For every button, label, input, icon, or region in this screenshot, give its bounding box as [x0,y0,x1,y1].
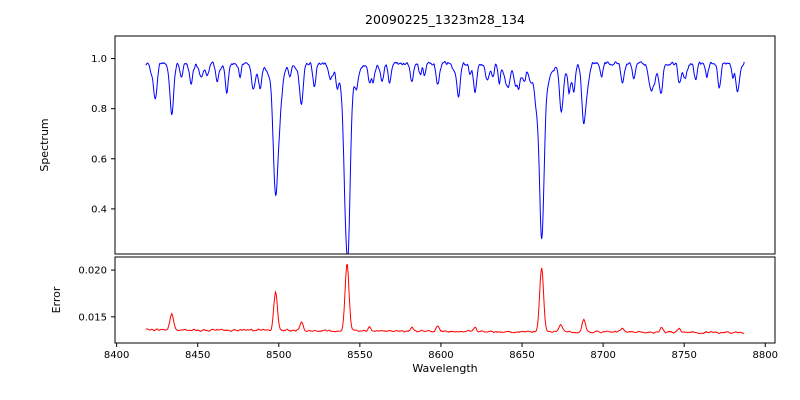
x-tick-label: 8400 [104,350,129,361]
y-tick-label: 0.4 [91,204,107,215]
x-tick-label: 8600 [428,350,453,361]
chart-title: 20090225_1323m28_134 [365,12,525,27]
axes-spine [114,35,776,255]
y-tick-label: 0.020 [78,266,107,277]
x-tick-label: 8550 [347,350,372,361]
x-axis-label: Wavelength [412,362,478,375]
y-tick-label: 0.015 [78,312,107,323]
x-tick-label: 8750 [671,350,696,361]
spectrum-line [145,60,745,254]
error-line [145,263,745,335]
x-tick-label: 8500 [266,350,291,361]
x-tick-label: 8450 [185,350,210,361]
x-tick-label: 8800 [753,350,778,361]
x-tick-label: 8700 [590,350,615,361]
x-tick-label: 8650 [509,350,534,361]
axes-spine [114,256,776,344]
y-tick-label: 0.8 [91,104,107,115]
y-tick-label: 0.6 [91,154,107,165]
y-tick-label: 1.0 [91,54,107,65]
